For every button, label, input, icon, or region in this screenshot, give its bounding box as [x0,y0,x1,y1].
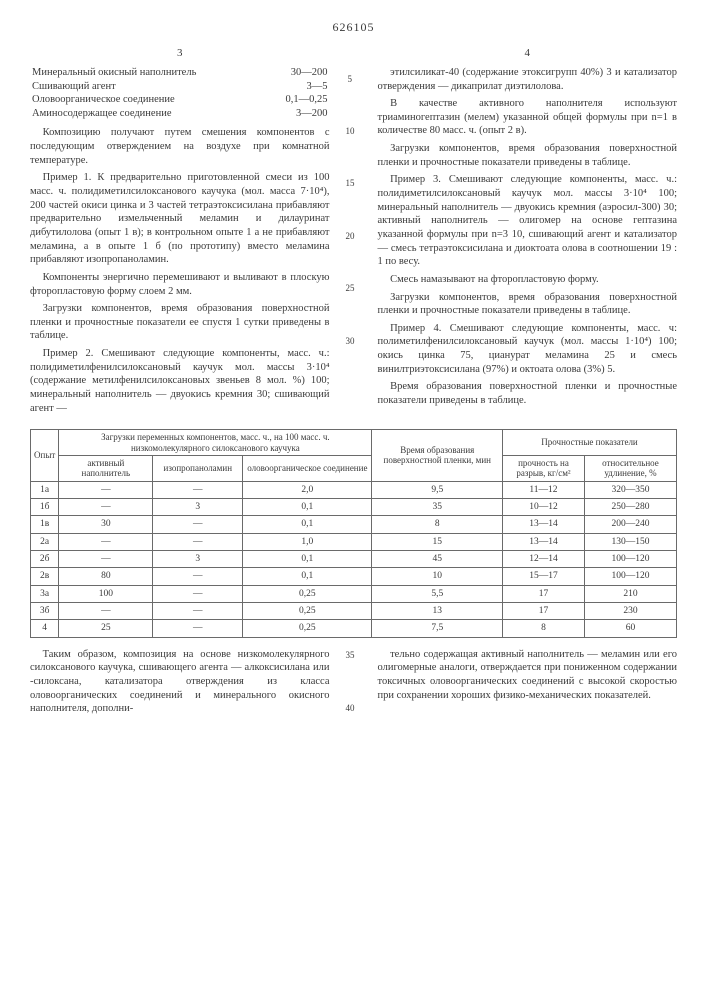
table-row: 2а——1,01513—14130—150 [31,533,677,550]
table-row: 1а——2,09,511—12320—350 [31,481,677,498]
right-column: 4 этилсиликат-40 (содержание этоксигрупп… [378,46,678,420]
page-number-right: 4 [378,46,678,60]
th-g1a: активный наполнитель [59,455,153,481]
patent-number: 626105 [30,20,677,36]
th-opyt: Опыт [31,430,59,481]
para: Компоненты энергично перемешивают и выли… [30,271,330,298]
table-row: 1б—30,13510—12250—280 [31,498,677,515]
para: этилсиликат-40 (содержание этоксигрупп 4… [378,66,678,93]
para: Пример 1. К предварительно приготовленно… [30,171,330,266]
para: Пример 3. Смешивают следующие компоненты… [378,173,678,268]
th-g2b: относительное удлинение, % [584,455,676,481]
para: Пример 4. Смешивают следующие компоненты… [378,322,678,377]
th-time: Время образования поверхностной пленки, … [372,430,503,481]
para: Смесь намазывают на фторопластовую форму… [378,273,678,287]
table-row: 425—0,257,5860 [31,620,677,637]
th-g1b: изопропаноламин [153,455,243,481]
th-g1c: оловоорганическое соединение [243,455,372,481]
para: Загрузки компонентов, время образования … [378,142,678,169]
table-row: 1в30—0,1813—14200—240 [31,516,677,533]
para: Загрузки компонентов, время образования … [30,302,330,343]
para: тельно содержащая активный наполнитель —… [378,648,678,703]
para: Загрузки компонентов, время образования … [378,291,678,318]
para: Таким образом, композиция на основе низк… [30,648,330,716]
table-row: 2в80—0,11015—17100—120 [31,568,677,585]
th-group2: Прочностные показатели [503,430,677,456]
bottom-right: тельно содержащая активный наполнитель —… [378,648,678,720]
th-g2a: прочность на разрыв, кг/см² [503,455,585,481]
para: Композицию получают путем смешения компо… [30,126,330,167]
para: Пример 2. Смешивают следующие компоненты… [30,347,330,415]
table-row: 3а100—0,255,517210 [31,585,677,602]
para: В качестве активного наполнителя использ… [378,97,678,138]
table-row: 2б—30,14512—14100—120 [31,551,677,568]
left-column: 3 Минеральный окисный наполнитель30—200 … [30,46,330,420]
page-number-left: 3 [30,46,330,60]
bottom-left: Таким образом, композиция на основе низк… [30,648,330,720]
data-table: Опыт Загрузки переменных компонентов, ма… [30,429,677,637]
th-group1: Загрузки переменных компонентов, масс. ч… [59,430,372,456]
para: Время образования поверхностной пленки и… [378,380,678,407]
ingredients-table: Минеральный окисный наполнитель30—200 Сш… [30,66,330,121]
table-row: 3б——0,251317230 [31,603,677,620]
